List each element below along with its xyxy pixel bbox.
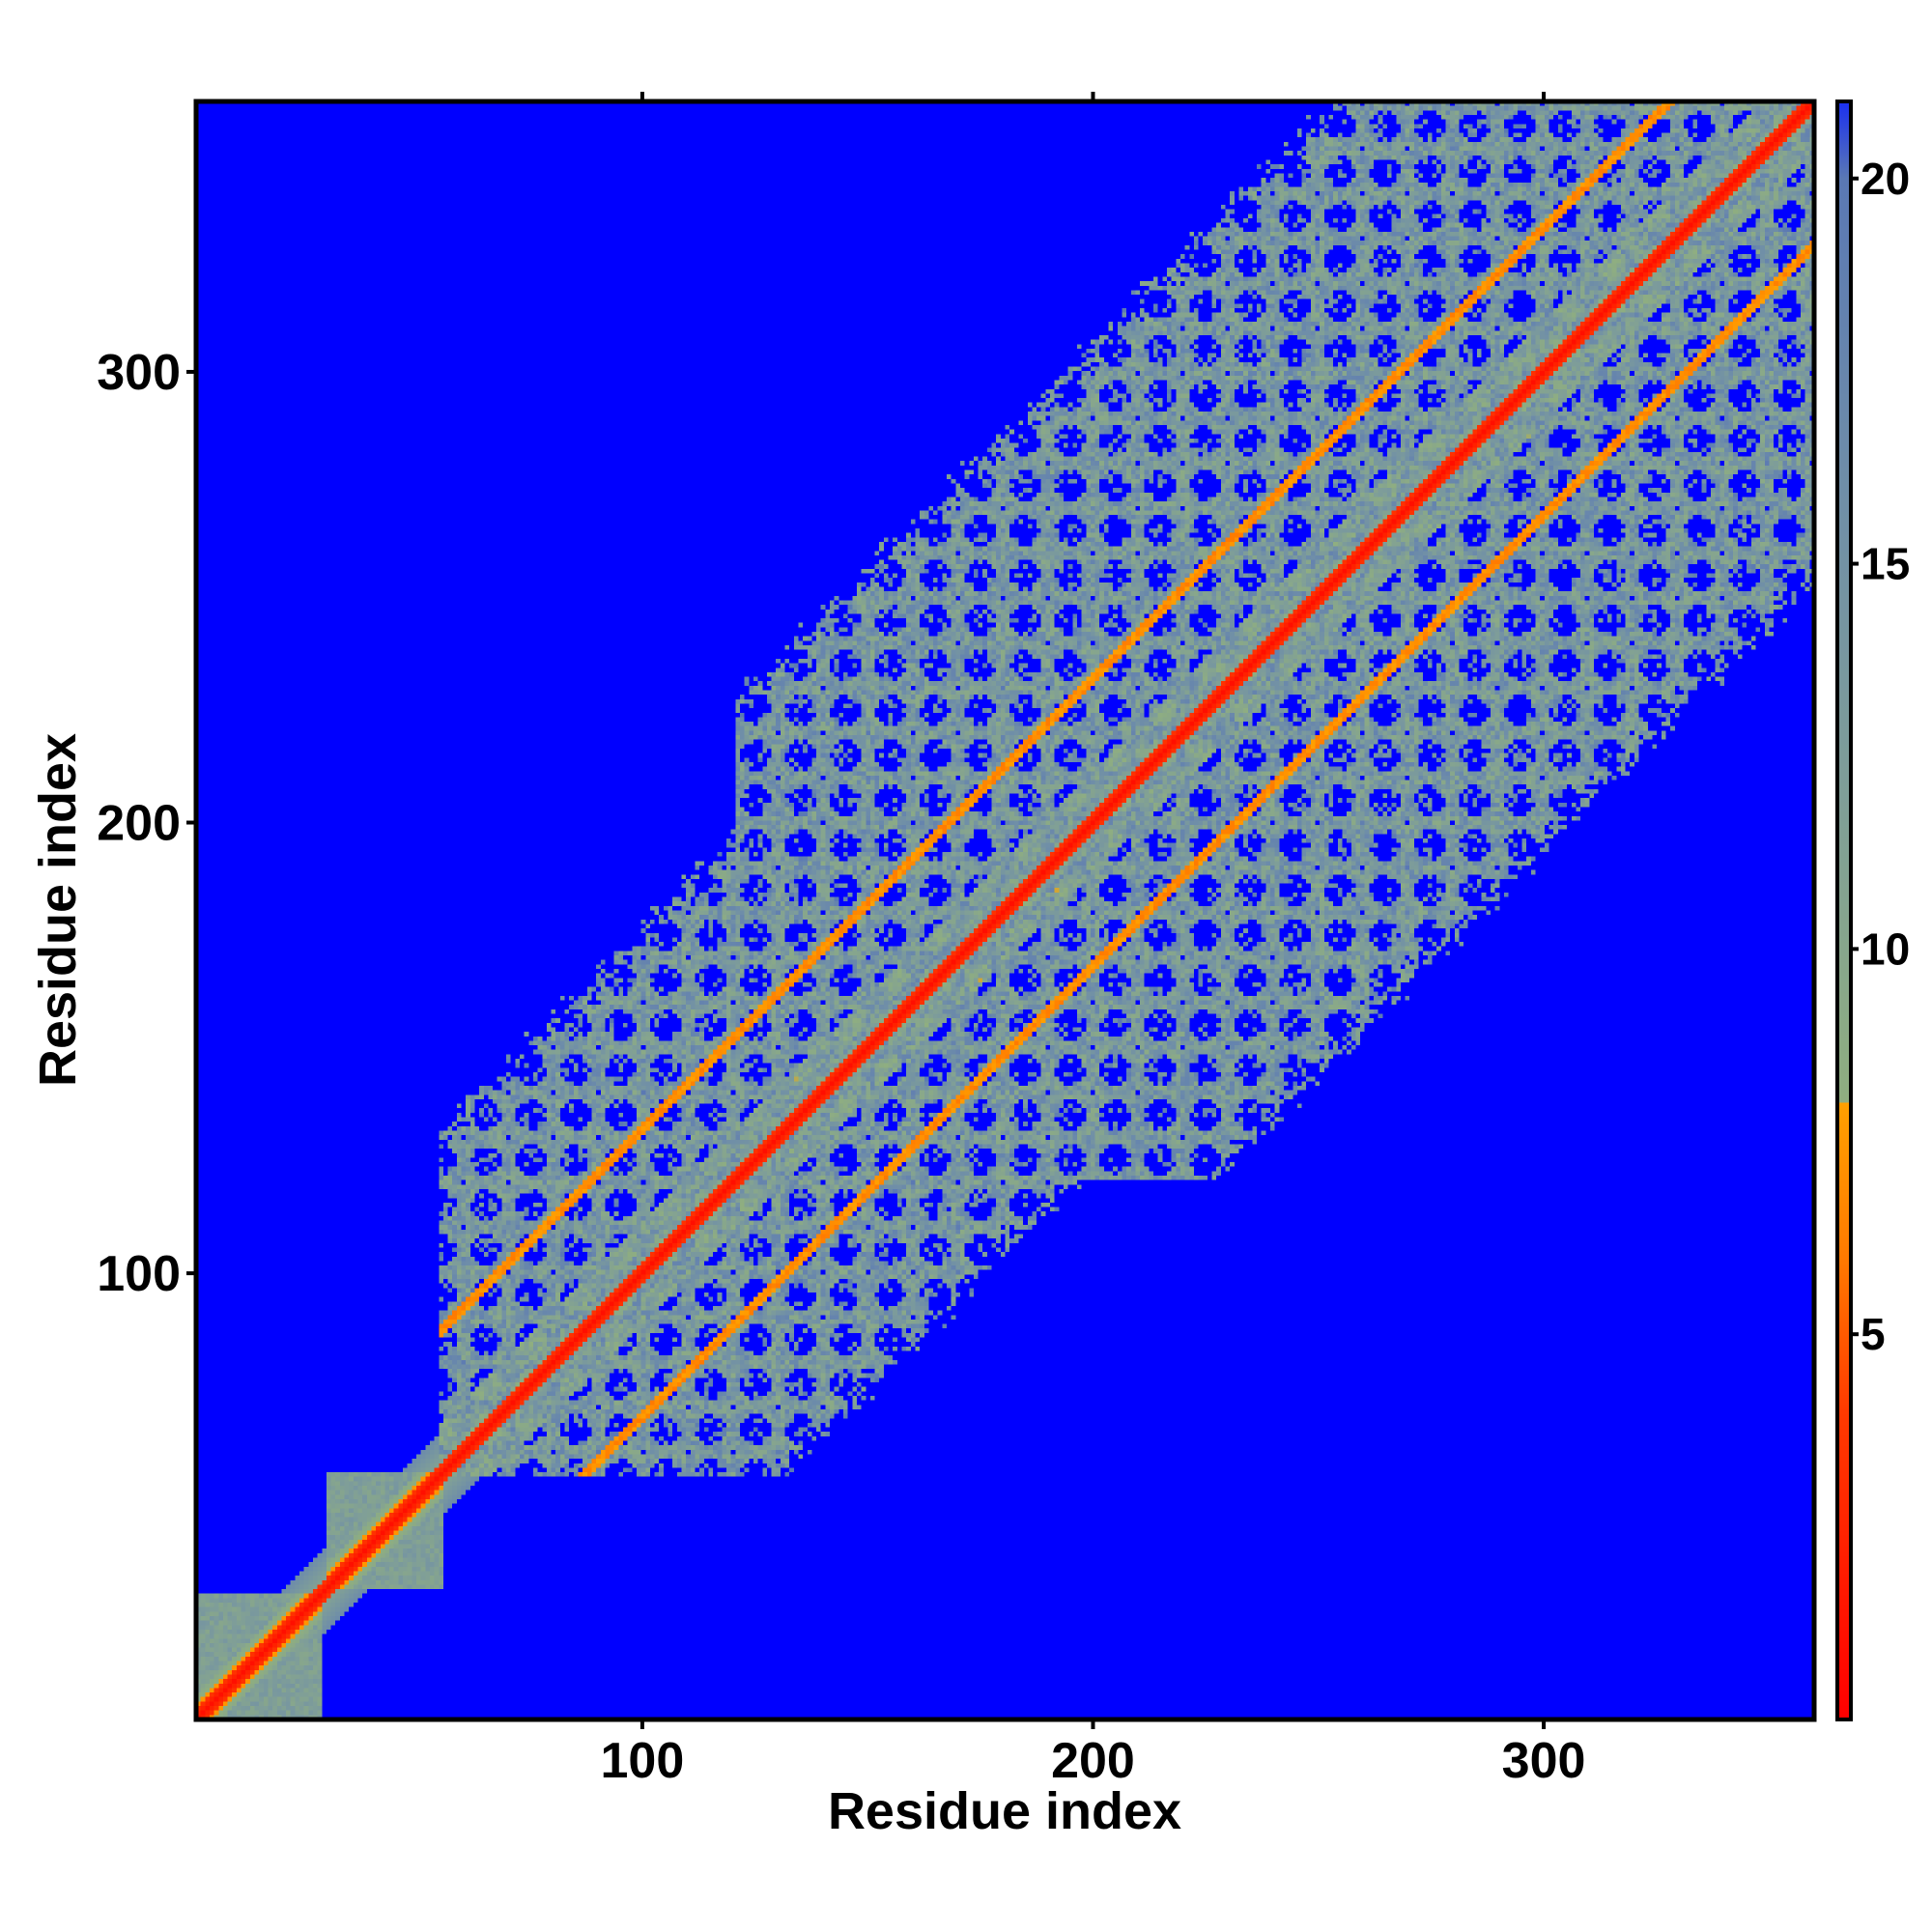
heatmap-image [196, 101, 1814, 1719]
colorbar: 5 10 15 20 [1835, 99, 1910, 1721]
colorbar-tick-label: 20 [1861, 154, 1910, 204]
y-tick-label: 200 [97, 796, 181, 852]
colorbar-tick-label: 10 [1861, 923, 1910, 974]
x-tick-label: 200 [1051, 1733, 1135, 1789]
y-tick-label: 100 [97, 1246, 181, 1302]
x-tick-label: 300 [1502, 1733, 1586, 1789]
x-tick-label: 100 [601, 1733, 685, 1789]
y-axis-title: Residue index [29, 733, 87, 1087]
x-axis-title: Residue index [828, 1782, 1181, 1840]
plot-frame [193, 99, 1817, 1722]
y-axis-ticks: 100 200 300 [97, 345, 196, 1302]
heatmap-plot-area [196, 101, 1814, 1719]
y-tick-label: 300 [97, 345, 181, 401]
colorbar-gradient [1835, 99, 1853, 1721]
colorbar-tick-label: 5 [1861, 1309, 1886, 1359]
colorbar-tick-label: 15 [1861, 539, 1910, 589]
x-axis-ticks: 100 200 300 [601, 92, 1586, 1789]
